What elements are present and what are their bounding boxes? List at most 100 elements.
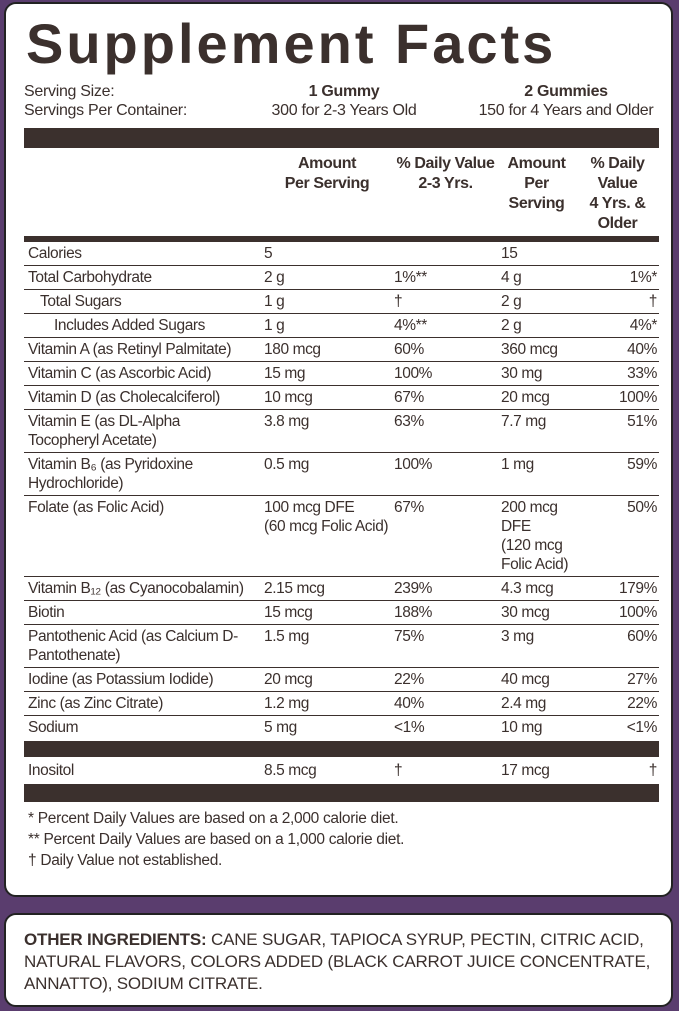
daily-value: † [648,293,658,310]
nutrient-row: Iodine (as Potassium Iodide) 20 mcg 22% 40 … [24,668,659,692]
column-header-line: 4 Yrs. & Older [589,195,646,232]
amount: 4 g [501,269,522,286]
nutrient-row: Total Sugars 1 g † 2 g † [24,290,659,314]
column-header-line: Amount [507,155,566,172]
amount: 17 mcg [501,762,550,779]
header-blank [24,152,260,239]
daily-value: 27% [627,671,657,688]
amount: 180 mcg [264,341,321,358]
daily-value: 22% [394,671,424,688]
daily-value: 4%* [629,317,658,334]
nutrient-row: Vitamin C (as Ascorbic Acid) 15 mg 100% 30 … [24,362,659,386]
amount: 15 mg [264,365,306,382]
daily-value: 67% [394,499,424,516]
daily-value: 100% [618,604,657,621]
amount: 1.2 mg [264,695,309,712]
nutrient-name: Zinc (as Zinc Citrate) [28,695,164,712]
container-2: 150 for 4 Years and Older [478,102,654,119]
daily-value: † [648,762,658,779]
nutrient-name: Calories [28,245,82,262]
amount: 2 g [264,269,285,286]
daily-value: 63% [394,413,424,430]
container-label: Servings Per Container: [24,102,187,119]
amount: 1 mg [501,456,534,473]
footnote: * Percent Daily Values are based on a 2,… [28,810,399,827]
amount: 100 mcg DFE (60 mcg Folic Acid) [264,499,389,535]
daily-value: 60% [394,341,424,358]
nutrient-name: Iodine (as Potassium Iodide) [28,671,214,688]
column-header: Amount Per Serving [497,152,572,239]
amount: 0.5 mg [264,456,309,473]
amount: 20 mcg [501,389,550,406]
nutrient-table: Amount Per Serving % Daily Value 2-3 Yrs. Am… [24,152,659,739]
column-header-line: % Daily Value [396,155,495,172]
column-header: % Daily Value 2-3 Yrs. [390,152,497,239]
nutrient-name: Total Sugars [40,293,122,310]
daily-value: † [394,293,403,310]
nutrient-row: Total Carbohydrate 2 g 1%** 4 g 1%* [24,266,659,290]
amount: 30 mcg [501,604,550,621]
amount: 8.5 mcg [264,762,317,779]
thick-rule [24,741,659,757]
column-header-line: Per Serving [284,175,370,192]
nutrient-row: Calories 5 15 [24,239,659,266]
title: Supplement Facts [26,12,557,75]
column-header-line: 2-3 Yrs. [418,175,473,192]
daily-value: 1%** [394,269,427,286]
daily-value: 59% [627,456,657,473]
daily-value: 50% [627,499,657,516]
nutrient-name: Vitamin D (as Cholecalciferol) [28,389,220,406]
container-1: 300 for 2-3 Years Old [271,102,417,119]
amount: 2.4 mg [501,695,546,712]
nutrient-name: Vitamin B₆ (as Pyridoxine Hydrochloride) [28,456,193,492]
thick-rule [24,128,659,148]
daily-value: 40% [394,695,424,712]
nutrient-name: Biotin [28,604,65,621]
amount: 200 mcg DFE (120 mcg Folic Acid) [501,499,569,573]
nutrient-name: Sodium [28,719,79,736]
nutrient-name: Vitamin B₁₂ (as Cyanocobalamin) [28,580,244,597]
daily-value: 100% [394,365,433,382]
daily-value: 22% [627,695,657,712]
amount: 15 mcg [264,604,313,621]
amount: 2.15 mcg [264,580,325,597]
amount: 4.3 mcg [501,580,554,597]
nutrient-row: Biotin 15 mcg 188% 30 mcg 100% [24,601,659,625]
nutrient-name: Folate (as Folic Acid) [28,499,164,516]
amount: 3.8 mg [264,413,309,430]
amount: 20 mcg [264,671,313,688]
column-header-line: Amount [297,155,357,172]
amount: 1 g [264,293,285,310]
daily-value: 239% [394,580,433,597]
amount: 40 mcg [501,671,550,688]
amount: 3 mg [501,628,534,645]
daily-value: 188% [394,604,433,621]
nutrient-row: Vitamin D (as Cholecalciferol) 10 mcg 67% 2… [24,386,659,410]
amount: 10 mcg [264,389,313,406]
amount: 5 [264,245,273,262]
amount: 10 mg [501,719,543,736]
extra-table: Inositol 8.5 mcg † 17 mcg † [24,759,659,782]
nutrient-name: Vitamin C (as Ascorbic Acid) [28,365,212,382]
nutrient-row: Includes Added Sugars 1 g 4%** 2 g 4%* [24,314,659,338]
nutrient-row: Pantothenic Acid (as Calcium D-Pantothen… [24,625,659,668]
daily-value: 60% [627,628,657,645]
nutrient-row: Zinc (as Zinc Citrate) 1.2 mg 40% 2.4 mg 22% [24,692,659,716]
column-header-line: % Daily Value [590,155,645,192]
serving-col-1: 1 Gummy 300 for 2-3 Years Old [264,82,424,120]
nutrient-row: Inositol 8.5 mcg † 17 mcg † [24,759,659,782]
nutrient-row: Vitamin B₁₂ (as Cyanocobalamin) 2.15 mcg 2… [24,577,659,601]
daily-value: 4%** [394,317,427,334]
amount: 15 [501,245,518,262]
amount: 360 mcg [501,341,558,358]
daily-value: 51% [627,413,657,430]
amount: 1.5 mg [264,628,309,645]
facts-panel: Supplement Facts Serving Size: Servings … [4,2,673,897]
daily-value: 179% [618,580,657,597]
daily-value: <1% [394,719,425,736]
footnote: ** Percent Daily Values are based on a 1… [28,831,405,848]
ingredients-label: OTHER INGREDIENTS: [24,930,207,949]
thick-rule [24,784,659,802]
daily-value: 67% [394,389,424,406]
